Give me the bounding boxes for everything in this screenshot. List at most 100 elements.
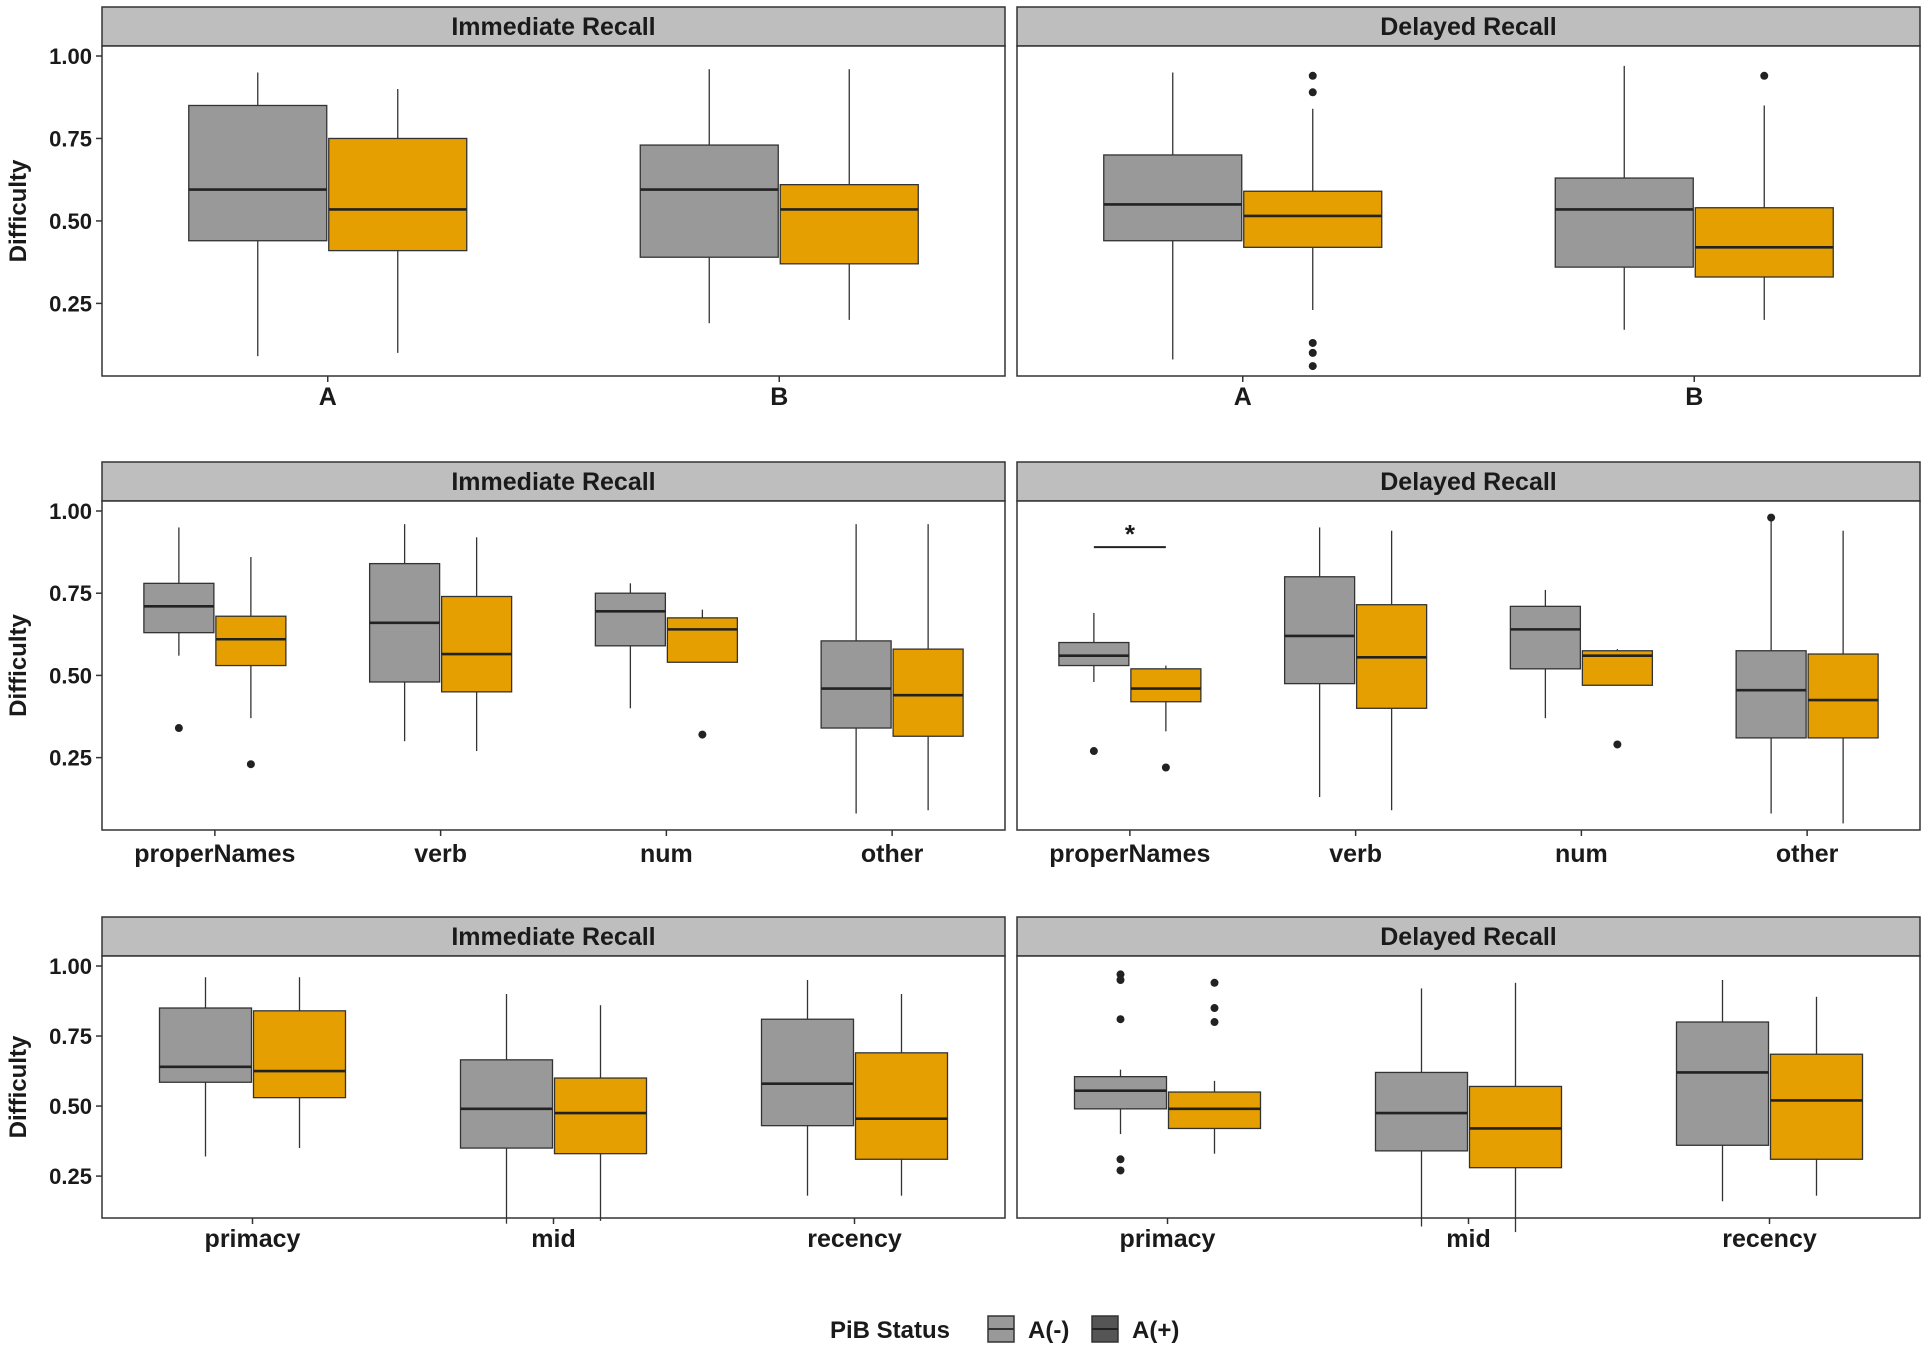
significance-annotation: * [1093, 519, 1166, 549]
plot-area [1016, 955, 1921, 1219]
box-iqr [779, 183, 919, 265]
box-verb-a-minus [368, 524, 441, 742]
box-iqr [639, 144, 779, 258]
panels-layer: Immediate Recall 0.25 0.50 0.75 1.00 Difficul… [5, 6, 1921, 1253]
y-tick-label: 0.50 [49, 663, 92, 688]
y-tick-label: 0.75 [49, 126, 92, 151]
legend: PiB Status A(-) A(+) [830, 1315, 1179, 1344]
box-B-a-minus [1554, 65, 1694, 330]
y-tick-label: 0.75 [49, 1024, 92, 1049]
box-iqr [1073, 1075, 1168, 1110]
facet-strip [101, 461, 1006, 502]
outlier-point [1116, 970, 1125, 979]
x-tick-label: B [770, 383, 788, 411]
box-iqr [892, 648, 964, 737]
box-mid-a-plus [1468, 982, 1563, 1233]
x-tick-label: other [861, 840, 924, 868]
box-properNames-a-plus [215, 557, 287, 769]
box-iqr [1509, 605, 1582, 670]
significance-star: * [1125, 519, 1136, 549]
facet-strip [101, 916, 1006, 957]
outlier-point [1210, 1004, 1219, 1013]
x-tick-label: recency [807, 1225, 902, 1253]
box-iqr [1283, 576, 1356, 685]
y-tick-label: 0.25 [49, 1164, 92, 1189]
box-num-a-minus [594, 583, 667, 709]
y-tick-label: 1.00 [49, 44, 92, 69]
outlier-point [1760, 71, 1769, 80]
panel-3: Immediate Recall 0.25 0.50 0.75 1.00 Difficul… [5, 461, 1006, 868]
outlier-point [1116, 976, 1125, 985]
box-recency-a-minus [760, 980, 855, 1196]
panel-5: Immediate Recall 0.25 0.50 0.75 1.00 Difficul… [5, 916, 1006, 1253]
x-tick-label: properNames [134, 840, 295, 868]
box-mid-a-minus [459, 994, 554, 1224]
box-iqr [553, 1077, 648, 1155]
outlier-point [1161, 763, 1170, 772]
outlier-point [1210, 978, 1219, 987]
legend-title: PiB Status [830, 1317, 950, 1344]
box-iqr [760, 1018, 855, 1127]
box-iqr [1807, 653, 1879, 739]
facet-title: Immediate Recall [451, 468, 655, 496]
box-iqr [328, 137, 468, 252]
facet-title: Immediate Recall [451, 13, 655, 41]
outlier-point [1116, 1166, 1125, 1175]
box-iqr [459, 1059, 554, 1149]
box-A-a-minus [188, 72, 328, 357]
x-tick-label: primacy [1120, 1225, 1216, 1253]
box-recency-a-minus [1675, 980, 1770, 1202]
legend-label-a-plus: A(+) [1132, 1317, 1179, 1344]
outlier-point [1308, 71, 1317, 80]
box-primacy-a-minus [1073, 970, 1168, 1175]
facet-strip [101, 6, 1006, 47]
box-iqr [158, 1007, 253, 1083]
facet-title: Immediate Recall [451, 923, 655, 951]
y-tick-label: 0.25 [49, 291, 92, 316]
facet-title: Delayed Recall [1380, 468, 1557, 496]
box-verb-a-minus [1283, 527, 1356, 798]
y-tick-label: 0.50 [49, 1094, 92, 1119]
outlier-point [1308, 348, 1317, 357]
panel-6: Delayed Recall primacy mid recency [1016, 916, 1921, 1253]
box-iqr [594, 592, 667, 647]
facet-title: Delayed Recall [1380, 923, 1557, 951]
x-tick-label: mid [1446, 1225, 1490, 1253]
box-mid-a-minus [1374, 988, 1469, 1227]
facet-title: Delayed Recall [1380, 13, 1557, 41]
facet-strip [1016, 6, 1921, 47]
box-iqr [1468, 1085, 1563, 1169]
y-tick-label: 0.75 [49, 581, 92, 606]
box-other-a-plus [892, 524, 964, 811]
box-iqr [1554, 177, 1694, 268]
outlier-point [1308, 88, 1317, 97]
x-tick-label: verb [1329, 840, 1382, 868]
outlier-point [1210, 1018, 1219, 1027]
x-tick-label: mid [531, 1225, 575, 1253]
box-iqr [820, 640, 892, 729]
x-tick-label: other [1776, 840, 1839, 868]
x-tick-label: primacy [205, 1225, 301, 1253]
plot-area [101, 955, 1006, 1219]
x-tick-label: recency [1722, 1225, 1817, 1253]
box-num-a-plus [1581, 649, 1654, 749]
outlier-point [1116, 1155, 1125, 1164]
x-tick-label: A [319, 383, 337, 411]
box-primacy-a-plus [1167, 978, 1262, 1154]
x-tick-label: verb [414, 840, 467, 868]
box-iqr [666, 617, 739, 663]
box-iqr [1130, 668, 1202, 703]
box-iqr [188, 104, 328, 242]
box-B-a-plus [1694, 71, 1834, 320]
outlier-point [246, 760, 255, 769]
outlier-point [1767, 513, 1776, 522]
box-iqr [1675, 1021, 1770, 1146]
box-other-a-plus [1807, 530, 1879, 824]
legend-label-a-minus: A(-) [1028, 1317, 1069, 1344]
box-iqr [1103, 154, 1243, 242]
box-verb-a-plus [1355, 530, 1428, 811]
box-A-a-minus [1103, 72, 1243, 360]
box-iqr [1694, 207, 1834, 278]
panel-1: Immediate Recall 0.25 0.50 0.75 1.00 Difficul… [5, 6, 1006, 411]
box-iqr [854, 1052, 949, 1160]
